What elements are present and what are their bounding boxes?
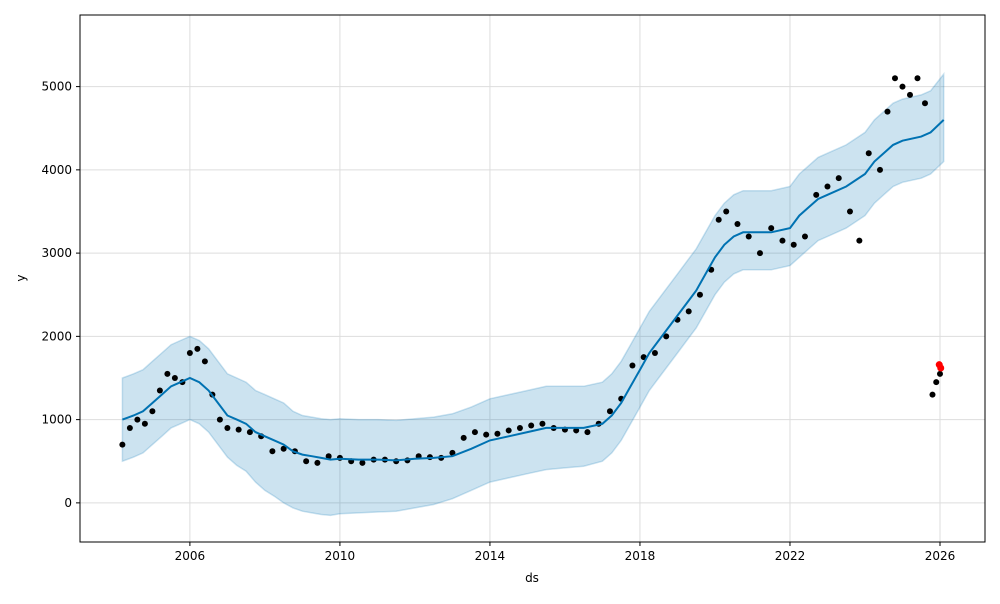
observed-point	[606, 408, 613, 415]
observed-point	[933, 379, 940, 386]
observed-point	[280, 445, 287, 452]
observed-point	[914, 75, 921, 82]
observed-point	[723, 208, 730, 215]
observed-point	[801, 233, 808, 240]
observed-point	[126, 424, 133, 431]
observed-point	[201, 358, 208, 365]
observed-point	[216, 416, 223, 423]
observed-point	[756, 250, 763, 257]
observed-point	[156, 387, 163, 394]
x-tick-label: 2022	[775, 549, 806, 563]
observed-point	[460, 434, 467, 441]
observed-point	[734, 220, 741, 227]
observed-point	[768, 225, 775, 232]
observed-point	[876, 166, 883, 173]
observed-point	[235, 426, 242, 433]
observed-point	[449, 449, 456, 456]
observed-point	[906, 91, 913, 98]
y-tick-label: 2000	[41, 329, 72, 343]
observed-point	[929, 391, 936, 398]
observed-point	[584, 429, 591, 436]
observed-point	[813, 191, 820, 198]
observed-point	[119, 441, 126, 448]
observed-point	[696, 291, 703, 298]
observed-point	[629, 362, 636, 369]
observed-point	[134, 416, 141, 423]
y-tick-label: 3000	[41, 246, 72, 260]
y-axis: 0 1000 2000 3000 4000 5000	[41, 80, 80, 510]
observed-point	[494, 430, 501, 437]
observed-point	[573, 427, 580, 434]
x-axis: 2006 2010 2014 2018 2022 2026	[175, 542, 956, 563]
observed-point	[149, 408, 156, 415]
observed-point	[325, 453, 332, 460]
y-tick-label: 0	[64, 496, 72, 510]
observed-point	[269, 448, 276, 455]
y-tick-label: 5000	[41, 80, 72, 94]
observed-point	[921, 100, 928, 107]
observed-point	[483, 431, 490, 438]
observed-point	[663, 333, 670, 340]
observed-point	[835, 175, 842, 182]
observed-point	[856, 237, 863, 244]
grid	[80, 15, 985, 542]
observed-point	[194, 345, 201, 352]
observed-point	[516, 424, 523, 431]
observed-point	[779, 237, 786, 244]
observed-point	[505, 427, 512, 434]
observed-point	[539, 420, 546, 427]
plot-frame	[79, 14, 986, 543]
y-axis-label: y	[14, 274, 28, 281]
observed-point	[141, 420, 148, 427]
highlighted-points	[935, 361, 945, 372]
observed-point	[936, 370, 943, 377]
highlighted-point	[937, 364, 945, 372]
observed-point	[359, 459, 366, 466]
x-tick-label: 2010	[325, 549, 356, 563]
observed-point	[745, 233, 752, 240]
observed-point	[884, 108, 891, 115]
y-tick-label: 4000	[41, 163, 72, 177]
observed-points	[119, 75, 943, 466]
x-tick-label: 2018	[625, 549, 656, 563]
observed-point	[846, 208, 853, 215]
observed-point	[471, 429, 478, 436]
observed-point	[171, 374, 178, 381]
observed-point	[824, 183, 831, 190]
observed-point	[303, 458, 310, 465]
observed-point	[899, 83, 906, 90]
x-tick-label: 2006	[175, 549, 206, 563]
x-tick-label: 2026	[925, 549, 956, 563]
observed-point	[891, 75, 898, 82]
x-tick-label: 2014	[475, 549, 506, 563]
observed-point	[685, 308, 692, 315]
y-tick-label: 1000	[41, 413, 72, 427]
observed-point	[186, 350, 193, 357]
observed-point	[715, 216, 722, 223]
x-axis-label: ds	[525, 571, 539, 585]
observed-point	[246, 429, 253, 436]
forecast-line	[122, 119, 945, 462]
observed-point	[164, 370, 171, 377]
observed-point	[651, 350, 658, 357]
observed-point	[314, 459, 321, 466]
observed-point	[224, 424, 231, 431]
observed-point	[865, 150, 872, 157]
observed-point	[790, 241, 797, 248]
observed-point	[528, 422, 535, 429]
